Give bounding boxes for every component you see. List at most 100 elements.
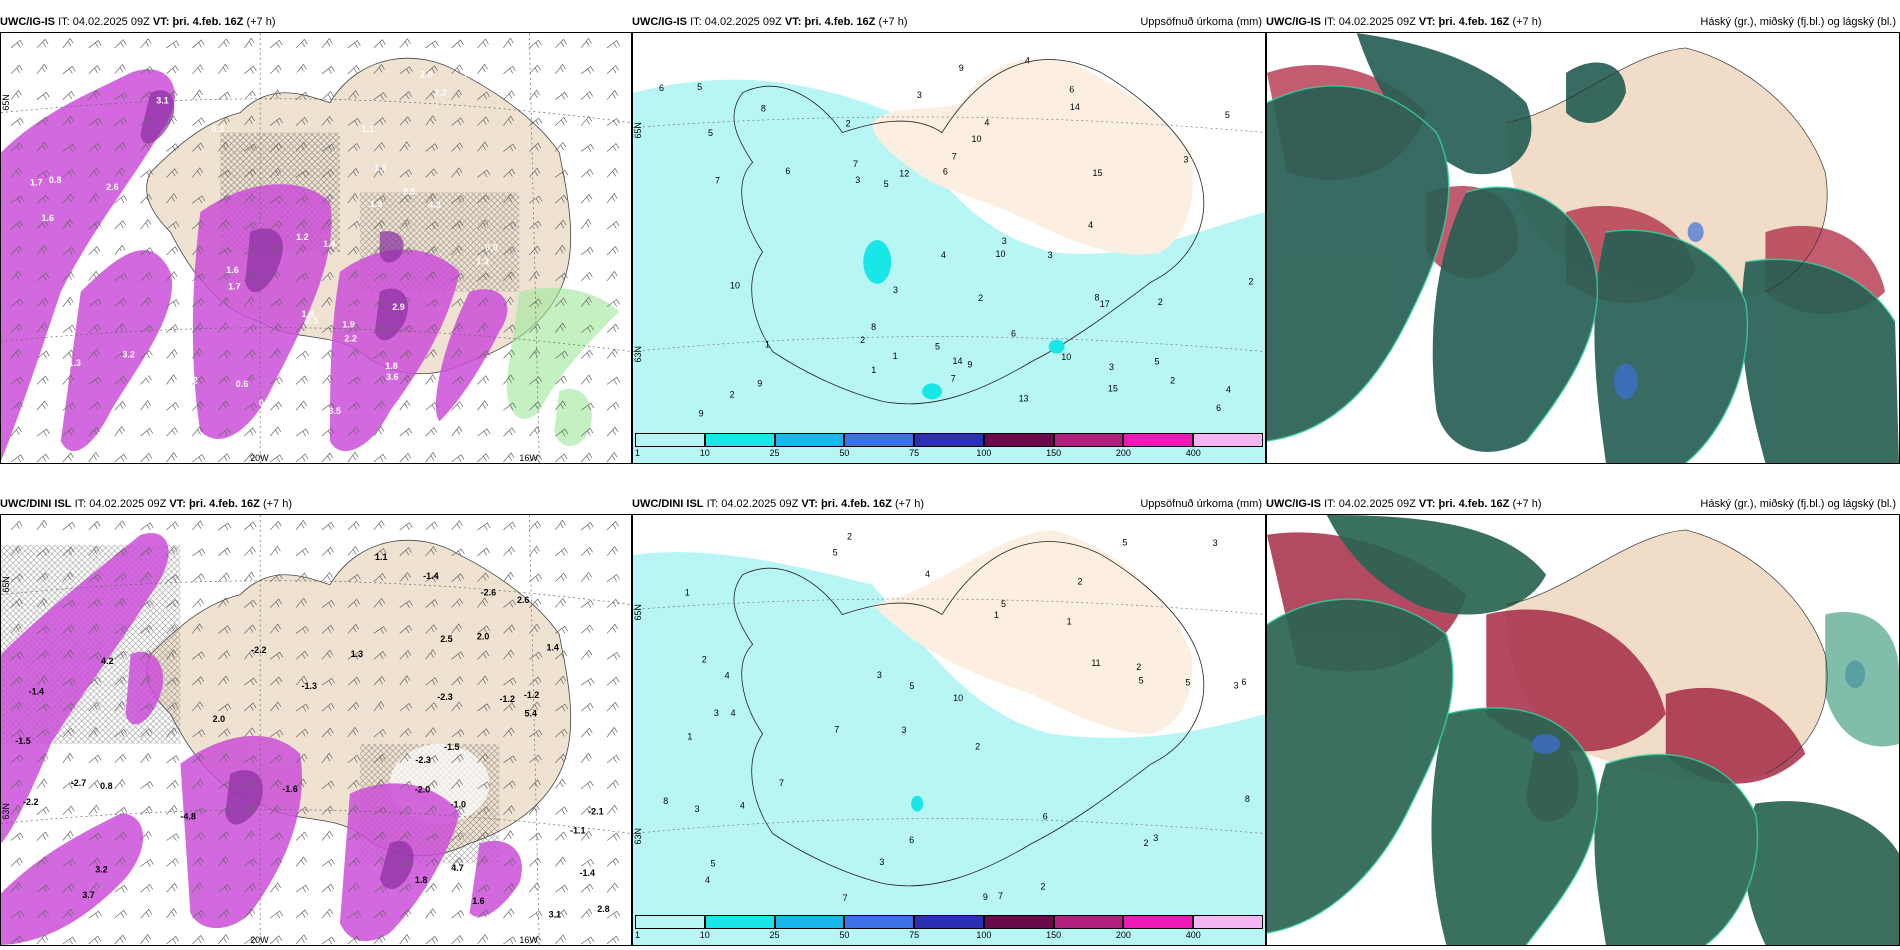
wind-barb (503, 830, 514, 841)
wind-barb (269, 545, 281, 557)
wind-barb (451, 729, 465, 738)
map-area[interactable]: 65N 63N 2 2 3 2 3 4 5 6 3 2 6 3 1 9 10 7 8 10 4 5 6 9 7 3 17 14 12… (632, 32, 1266, 464)
wind-barb (606, 401, 620, 411)
wind-barb (218, 884, 231, 893)
wind-barb (140, 830, 152, 841)
wind-barb (114, 375, 127, 385)
wind-barb (347, 651, 361, 660)
wind-barb (347, 451, 359, 463)
wind-barb (451, 39, 464, 49)
wind-barb (477, 650, 490, 660)
wind-barb (373, 831, 386, 841)
wind-barb (88, 804, 100, 815)
value-label: 0.6 (236, 379, 248, 389)
wind-precip-map-svg: 65N 63N 20W 16W -2.0 -2.1 -1.2 -1.1 1.8 2.0 -1… (1, 515, 631, 945)
wind-barb (425, 833, 439, 841)
value-label: 3 (917, 90, 922, 100)
wind-barb (140, 600, 154, 608)
map-area[interactable] (1266, 514, 1900, 946)
wind-barb (36, 169, 50, 178)
wind-barb (529, 64, 541, 75)
wind-barb (295, 244, 307, 256)
value-label: 3.9 (159, 399, 171, 409)
wind-barb (373, 425, 385, 437)
value-label: 2 (1136, 662, 1141, 672)
wind-barb (606, 270, 618, 282)
wind-barb (269, 882, 282, 893)
map-area[interactable] (1266, 32, 1900, 464)
wind-barb (140, 452, 153, 463)
wind-barb (269, 935, 283, 945)
wind-barb (606, 376, 621, 385)
wind-barb (321, 402, 335, 411)
wind-barb (218, 753, 230, 764)
wind-barb (88, 40, 102, 49)
value-label: 4 (1088, 220, 1093, 230)
wind-barb (36, 91, 50, 100)
wind-barb (580, 296, 592, 307)
wind-barb (192, 520, 204, 531)
wind-barb (243, 805, 256, 815)
wind-barb (62, 780, 76, 789)
wind-barb (295, 272, 309, 282)
wind-barb (399, 452, 412, 463)
wind-barb (503, 624, 516, 634)
wind-barb (503, 271, 515, 282)
wind-barb (88, 89, 100, 100)
wind-barb (373, 400, 386, 411)
map-area[interactable]: 65N 63N 2 2 3 3 2 4 1 1 1 1 10 4 5 7 9 7 6 5 11 7 4 3 6 5 8 2 5 5 3 3… (632, 514, 1266, 946)
value-label: 2.2 (344, 334, 356, 344)
colorbar-tick: 50 (839, 930, 850, 940)
wind-barb (606, 623, 619, 634)
value-label: 0.8 (100, 781, 112, 791)
wind-barb (88, 117, 102, 126)
wind-barb (218, 322, 229, 333)
wind-barb (554, 219, 567, 230)
wind-barb (269, 167, 282, 178)
wind-barb (218, 831, 230, 841)
value-label: 3 (877, 670, 882, 680)
wind-barb (88, 754, 102, 764)
colorbar: 1 10 25 50 75 100 150 200 400 (635, 915, 1263, 941)
map-area[interactable]: 65N 20W 16W 3.5 3.1 3.2 2.6 2.5 2.0 1.3 2.1 1.7 1… (0, 32, 632, 464)
value-label: 4 (731, 708, 736, 718)
value-label: 2 (1041, 881, 1046, 891)
wind-barb (114, 142, 126, 152)
wind-barb (321, 599, 335, 608)
wind-barb (166, 935, 180, 945)
wind-barb (243, 780, 257, 789)
wind-barb (192, 857, 204, 867)
wind-barb (62, 858, 76, 867)
wind-barb (554, 141, 567, 152)
value-label: 3.5 (328, 406, 340, 416)
wind-barb (321, 168, 335, 178)
wind-barb (218, 856, 229, 867)
wind-barb (321, 677, 336, 686)
wind-barb (295, 519, 307, 531)
value-label: -2.3 (437, 692, 452, 702)
model-name: UWC/IG-IS (632, 16, 687, 28)
wind-barb (192, 676, 205, 686)
wind-barb (269, 426, 282, 437)
wind-barb (529, 882, 541, 893)
wind-barb (580, 452, 593, 463)
wind-barb (347, 270, 359, 282)
wind-barb (477, 728, 490, 738)
wind-barb (399, 247, 413, 256)
wind-barb (477, 572, 489, 582)
wind-barb (373, 219, 386, 230)
wind-barb (580, 677, 595, 686)
wind-barb (192, 729, 206, 738)
value-label: 7 (853, 159, 858, 169)
wind-barb (321, 908, 334, 919)
wind-barb (166, 299, 180, 308)
wind-barb (399, 194, 412, 204)
wind-barb (321, 452, 334, 463)
wind-barb (269, 195, 284, 204)
value-label: 6 (1216, 403, 1221, 413)
wind-barb (503, 727, 515, 738)
wind-barb (554, 400, 567, 411)
wind-barb (192, 779, 204, 789)
map-area[interactable]: 65N 63N 20W 16W -2.0 -2.1 -1.2 -1.1 1.8 2.0 -1… (0, 514, 632, 946)
value-label: -1.3 (302, 681, 317, 691)
